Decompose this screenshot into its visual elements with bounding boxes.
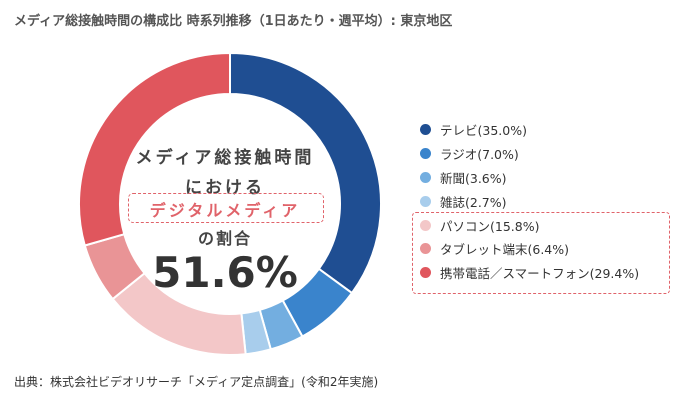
digital-media-highlight-box <box>128 193 324 223</box>
legend-item: タブレット端末(6.4%) <box>420 237 639 261</box>
slice-7 <box>78 51 231 247</box>
legend-label: 雑誌(2.7%) <box>440 194 507 210</box>
chart-title: メディア総接触時間の構成比 時系列推移（1日あたり・週平均）: 東京地区 <box>14 14 453 29</box>
legend-label: パソコン(15.8%) <box>440 218 540 234</box>
legend-label: 携帯電話／スマートフォン(29.4%) <box>440 266 640 282</box>
legend-item: 新聞(3.6%) <box>420 166 639 190</box>
legend-swatch <box>420 195 431 207</box>
legend-item: パソコン(15.8%) <box>420 213 639 237</box>
chart-legend: テレビ(35.0%) ラジオ(7.0%) 新聞(3.6%) 雑誌(2.7%) パソコン(… <box>420 118 639 285</box>
legend-label: 新聞(3.6%) <box>440 170 507 186</box>
legend-item: 携帯電話／スマートフォン(29.4%) <box>420 261 639 285</box>
center-label-digital-media: デジタルメディア <box>149 201 301 220</box>
legend-swatch <box>420 148 431 160</box>
source-note: 出典：株式会社ビデオリサーチ「メディア定点調査」(令和2年実施) <box>14 375 379 389</box>
legend-swatch <box>420 243 431 255</box>
legend-swatch <box>420 267 431 279</box>
legend-label: ラジオ(7.0%) <box>440 147 519 163</box>
legend-swatch <box>420 124 431 136</box>
center-label-line1: メディア総接触時間 <box>135 148 315 168</box>
donut-slices <box>78 51 382 356</box>
center-label-line4: の割合 <box>197 229 252 248</box>
legend-item: ラジオ(7.0%) <box>420 142 639 166</box>
legend-item: 雑誌(2.7%) <box>420 189 639 213</box>
center-value: 51.6% <box>152 248 298 297</box>
legend-swatch <box>420 171 431 183</box>
legend-item: テレビ(35.0%) <box>420 118 639 142</box>
slice-1 <box>229 51 382 295</box>
digital-legend-highlight-box <box>412 212 670 294</box>
legend-swatch <box>420 219 431 231</box>
legend-label: テレビ(35.0%) <box>440 123 527 139</box>
legend-label: タブレット端末(6.4%) <box>440 242 570 258</box>
